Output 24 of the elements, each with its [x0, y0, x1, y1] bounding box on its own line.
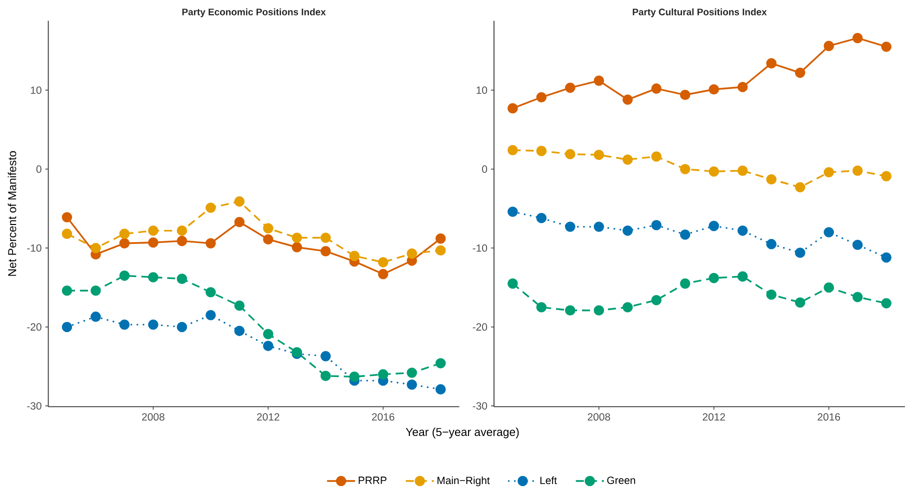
y-tick-label: -20	[472, 323, 488, 331]
y-tick-label: -10	[472, 244, 488, 252]
x-tick-label: 2012	[702, 413, 725, 421]
y-tick-label: -30	[472, 402, 488, 410]
x-axis-title: Year (5−year average)	[406, 428, 519, 438]
x-tick-label: 2012	[257, 413, 280, 421]
y-tick-label: -30	[27, 402, 42, 410]
y-tick-label: 0	[36, 165, 42, 173]
legend-label: Left	[540, 476, 557, 484]
chart-title: Party Economic Positions Index	[182, 8, 326, 18]
y-tick-label: 10	[30, 86, 42, 94]
legend-label: PRRP	[358, 476, 386, 484]
y-tick-label: 10	[476, 86, 488, 94]
x-tick-label: 2016	[818, 413, 840, 421]
y-tick-label: -10	[27, 244, 42, 252]
y-axis-title: Net Percent of Manifesto	[8, 151, 16, 276]
y-tick-label: 0	[482, 165, 488, 173]
chart-title: Party Cultural Positions Index	[632, 8, 767, 18]
y-tick-label: -20	[27, 323, 42, 331]
x-tick-label: 2008	[588, 413, 610, 421]
legend-label: Main−Right	[438, 476, 490, 486]
legend-label: Green	[607, 476, 636, 484]
x-tick-label: 2008	[142, 413, 164, 421]
x-tick-label: 2016	[372, 413, 394, 421]
